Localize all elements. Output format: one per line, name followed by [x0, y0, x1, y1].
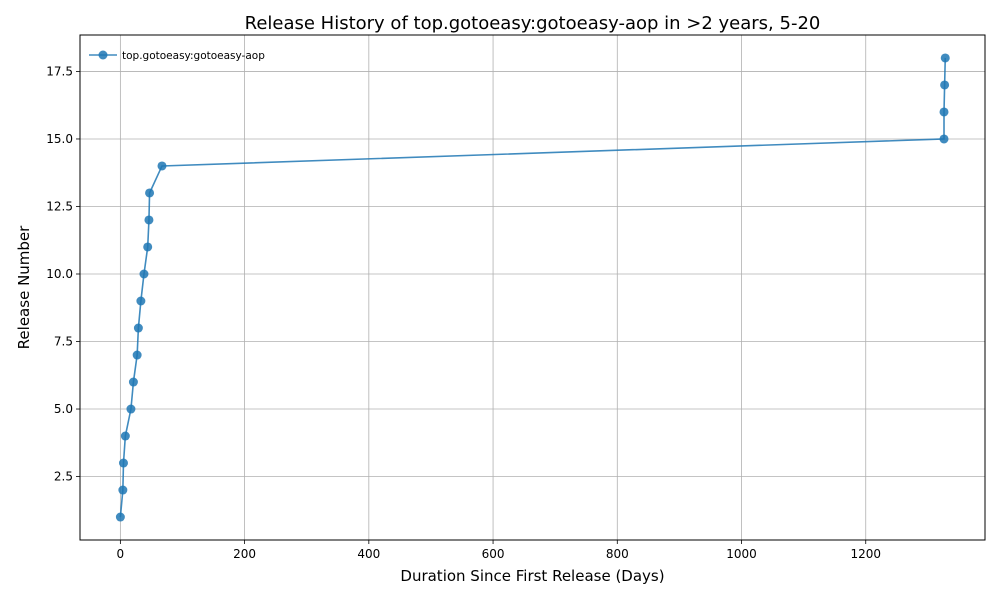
data-point — [136, 296, 146, 306]
grid — [80, 35, 985, 540]
y-tick-label: 17.5 — [46, 64, 73, 78]
x-tick-label: 600 — [482, 547, 505, 561]
data-point — [133, 323, 143, 333]
data-point — [939, 107, 949, 117]
data-point — [126, 404, 136, 414]
data-point — [143, 242, 153, 252]
x-tick-label: 1000 — [726, 547, 757, 561]
legend-label: top.gotoeasy:gotoeasy-aop — [122, 50, 265, 62]
data-point — [940, 53, 950, 63]
y-axis: 2.5 5.0 7.5 10.0 12.5 15.0 17.5 — [46, 64, 80, 484]
y-tick-label: 12.5 — [46, 199, 73, 213]
data-point — [120, 431, 130, 441]
data-point — [144, 215, 154, 225]
y-tick-label: 5.0 — [54, 402, 73, 416]
data-point — [118, 485, 128, 495]
data-point — [139, 269, 149, 279]
data-point — [940, 80, 950, 90]
data-point — [145, 188, 155, 198]
data-point — [115, 512, 125, 522]
y-tick-label: 15.0 — [46, 132, 73, 146]
x-tick-label: 800 — [606, 547, 629, 561]
y-tick-label: 2.5 — [54, 470, 73, 484]
x-axis: 0 200 400 600 800 1000 1200 — [117, 540, 881, 561]
data-point — [939, 134, 949, 144]
data-point — [157, 161, 167, 171]
x-axis-title: Duration Since First Release (Days) — [400, 567, 664, 585]
legend-marker — [98, 50, 108, 60]
x-tick-label: 400 — [357, 547, 380, 561]
y-axis-title: Release Number — [15, 225, 33, 349]
plot-frame — [79, 34, 986, 541]
y-tick-label: 10.0 — [46, 267, 73, 281]
data-point — [118, 458, 128, 468]
data-point — [132, 350, 142, 360]
x-tick-label: 1200 — [850, 547, 881, 561]
legend: top.gotoeasy:gotoeasy-aop — [89, 50, 265, 62]
data-point — [128, 377, 138, 387]
x-tick-label: 0 — [117, 547, 125, 561]
x-tick-label: 200 — [233, 547, 256, 561]
y-tick-label: 7.5 — [54, 335, 73, 349]
series-line — [119, 57, 947, 518]
chart-title: Release History of top.gotoeasy:gotoeasy… — [245, 13, 821, 34]
series-layer — [115, 53, 950, 522]
